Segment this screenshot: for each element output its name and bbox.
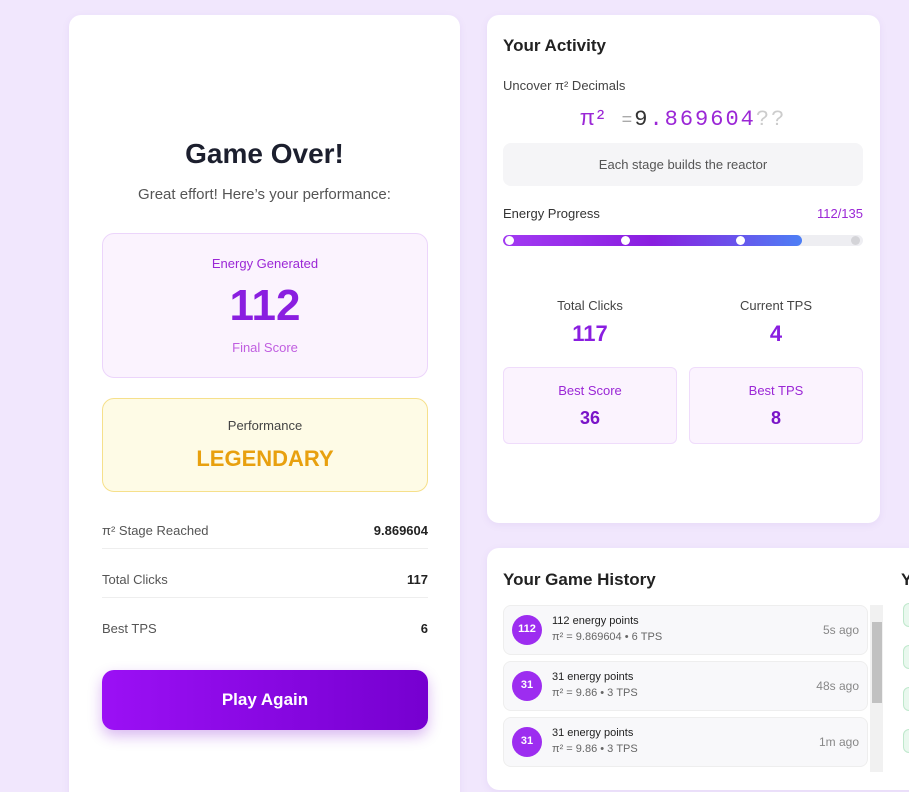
performance-label: Performance [227, 418, 303, 433]
progress-fill [503, 235, 802, 246]
energy-box [102, 233, 428, 378]
stat-value: 6 [420, 621, 428, 636]
stat-value: 117 [572, 321, 608, 346]
energy-label: Energy Generated [211, 256, 319, 271]
stat-value: 9.869604 [373, 523, 428, 538]
chip [903, 603, 909, 627]
best-box [689, 367, 863, 444]
best-value: 36 [579, 408, 601, 428]
item-time: 48s ago [816, 679, 859, 693]
pi-equals: = [621, 111, 635, 131]
decimals-label: Uncover π² Decimals [503, 78, 626, 93]
chip [903, 729, 909, 753]
stat-value: 117 [407, 572, 428, 587]
scroll-thumb[interactable] [872, 622, 882, 703]
stat-label: Best TPS [102, 621, 157, 636]
pi-revealed: .869604 [649, 107, 756, 132]
stat-label: Total Clicks [557, 298, 623, 313]
best-value: 8 [770, 408, 781, 428]
milestone-dot [736, 236, 745, 245]
badge [512, 615, 542, 645]
best-label: Best Score [558, 383, 622, 398]
badge [512, 671, 542, 701]
pi-integer: 9 [634, 107, 650, 132]
badge-text: 112 [518, 623, 536, 635]
history-item[interactable] [503, 661, 868, 711]
stage-note: Each stage builds the reactor [598, 157, 768, 172]
energy-caption: Final Score [232, 340, 298, 355]
history-item[interactable] [503, 605, 868, 655]
milestone-dot [851, 236, 860, 245]
item-time: 5s ago [822, 623, 859, 637]
progress-label: Energy Progress [503, 206, 600, 221]
performance-value: LEGENDARY [196, 446, 334, 471]
subtitle: Great effort! Here’s your performance: [138, 186, 391, 203]
chip [903, 645, 909, 669]
history-item[interactable] [503, 717, 868, 767]
chip [903, 687, 909, 711]
progress-text: 112/135 [816, 206, 863, 221]
stat-label: Current TPS [739, 298, 812, 313]
stat-value: 4 [769, 321, 783, 346]
next-panel-title: Y [901, 570, 909, 589]
stage-note-box [503, 143, 863, 186]
item-title: 31 energy points [552, 727, 634, 739]
best-box [503, 367, 677, 444]
divider [102, 597, 428, 598]
best-label: Best TPS [748, 383, 804, 398]
pi-hidden: ?? [755, 107, 787, 132]
progress-track [503, 235, 863, 246]
play-again-button[interactable] [102, 670, 428, 730]
title: Game Over! [185, 138, 344, 169]
item-title: 31 energy points [552, 671, 634, 683]
badge-text: 31 [520, 735, 534, 747]
pi-symbol: π² [579, 105, 607, 130]
performance-box [102, 398, 428, 492]
stat-label: π² Stage Reached [102, 523, 209, 538]
energy-value: 112 [229, 281, 301, 330]
item-detail: π² = 9.86 • 3 TPS [552, 743, 638, 755]
badge [512, 727, 542, 757]
item-detail: π² = 9.86 • 3 TPS [552, 687, 638, 699]
button-label: Play Again [221, 690, 309, 709]
badge-text: 31 [520, 679, 534, 691]
stat-label: Total Clicks [102, 572, 168, 587]
milestone-dot [505, 236, 514, 245]
item-detail: π² = 9.869604 • 6 TPS [552, 631, 663, 643]
divider [102, 548, 428, 549]
activity-title: Your Activity [503, 36, 606, 55]
item-time: 1m ago [818, 735, 859, 749]
milestone-dot [621, 236, 630, 245]
item-title: 112 energy points [552, 615, 639, 627]
history-title: Your Game History [503, 570, 656, 589]
pi-display: π² =9.869604?? [503, 107, 863, 131]
